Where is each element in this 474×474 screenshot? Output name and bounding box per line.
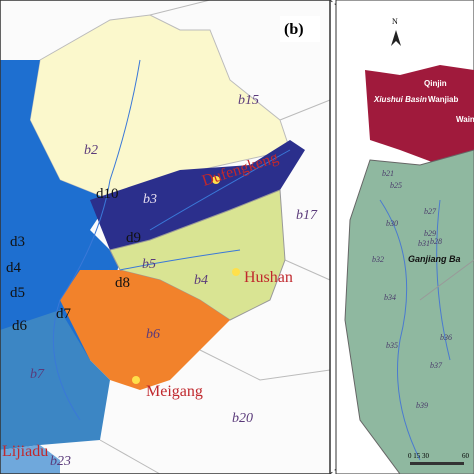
ganjiang-basin: [344, 149, 474, 474]
left-map: (b) b15 b2 b3 b17 b5 b4 b6 b7 b20 b23 d1…: [0, 0, 331, 474]
division: [419, 259, 474, 301]
station-label: d9: [126, 230, 141, 246]
zone-label: b30: [386, 219, 398, 228]
zone-label: b21: [382, 169, 394, 178]
zone-label: b25: [390, 181, 402, 190]
zone-label: b35: [386, 341, 398, 350]
station-label: d4: [6, 260, 22, 276]
panel-label: (b): [284, 21, 304, 38]
place-label: Ganjiang Ba: [408, 254, 461, 264]
zone-b3: [90, 140, 305, 250]
zone-label: b23: [50, 454, 71, 469]
city-markers: [132, 176, 240, 384]
station-label: d5: [10, 285, 25, 301]
station-label: d7: [56, 306, 72, 322]
zone-label: b34: [384, 293, 396, 302]
station-label: d6: [12, 318, 28, 334]
station-label: d8: [115, 275, 130, 291]
river: [379, 199, 451, 461]
zone-label: b36: [440, 333, 452, 342]
zone-label: b29: [424, 229, 436, 238]
zone-b6: [60, 270, 230, 390]
zone-label: b6: [146, 327, 160, 342]
zone-label: b27: [424, 207, 437, 216]
place-label: Wanjiab: [428, 95, 458, 104]
zone-b4: [109, 189, 286, 321]
place-label: Qinjin: [424, 79, 447, 88]
city-label: Lijiadu: [2, 443, 48, 460]
city-label: Meigang: [146, 383, 203, 400]
zone-label: b28: [430, 237, 442, 246]
zone-label: b37: [430, 361, 443, 370]
place-label: Xiushui Basin: [373, 95, 427, 104]
zone-label: b17: [296, 208, 318, 223]
boundary: [99, 0, 331, 474]
zone-b23: [0, 445, 60, 474]
zone-label: b15: [238, 93, 259, 108]
station-label: d10: [96, 186, 119, 202]
zone-label: b5: [142, 257, 156, 272]
city-label: Hushan: [244, 269, 293, 286]
zone-label: b3: [143, 192, 157, 207]
panel-label-box: [280, 16, 320, 42]
north-arrow: [391, 30, 401, 46]
zone-label: b20: [232, 411, 253, 426]
river: [52, 59, 291, 421]
zone-label: b31: [418, 239, 430, 248]
north-label: N: [392, 17, 398, 26]
scale-label: 60: [462, 452, 470, 460]
zone-label: b39: [416, 401, 428, 410]
zone-label: b4: [194, 273, 208, 288]
zone-label: b2: [84, 143, 98, 158]
zone-b7: [0, 310, 110, 450]
scale-label: 0 15 30: [408, 452, 430, 460]
xiushui-basin: [365, 65, 474, 165]
right-map: N Qinjin Xiushui Basin Wanjiab Wain Ganj…: [335, 0, 474, 474]
scale-bar: [410, 462, 464, 465]
frame: [0, 0, 331, 474]
place-label: Wain: [456, 115, 474, 124]
zone-label: b7: [30, 367, 45, 382]
station-label: d3: [10, 234, 25, 250]
zone-label: b32: [372, 255, 384, 264]
